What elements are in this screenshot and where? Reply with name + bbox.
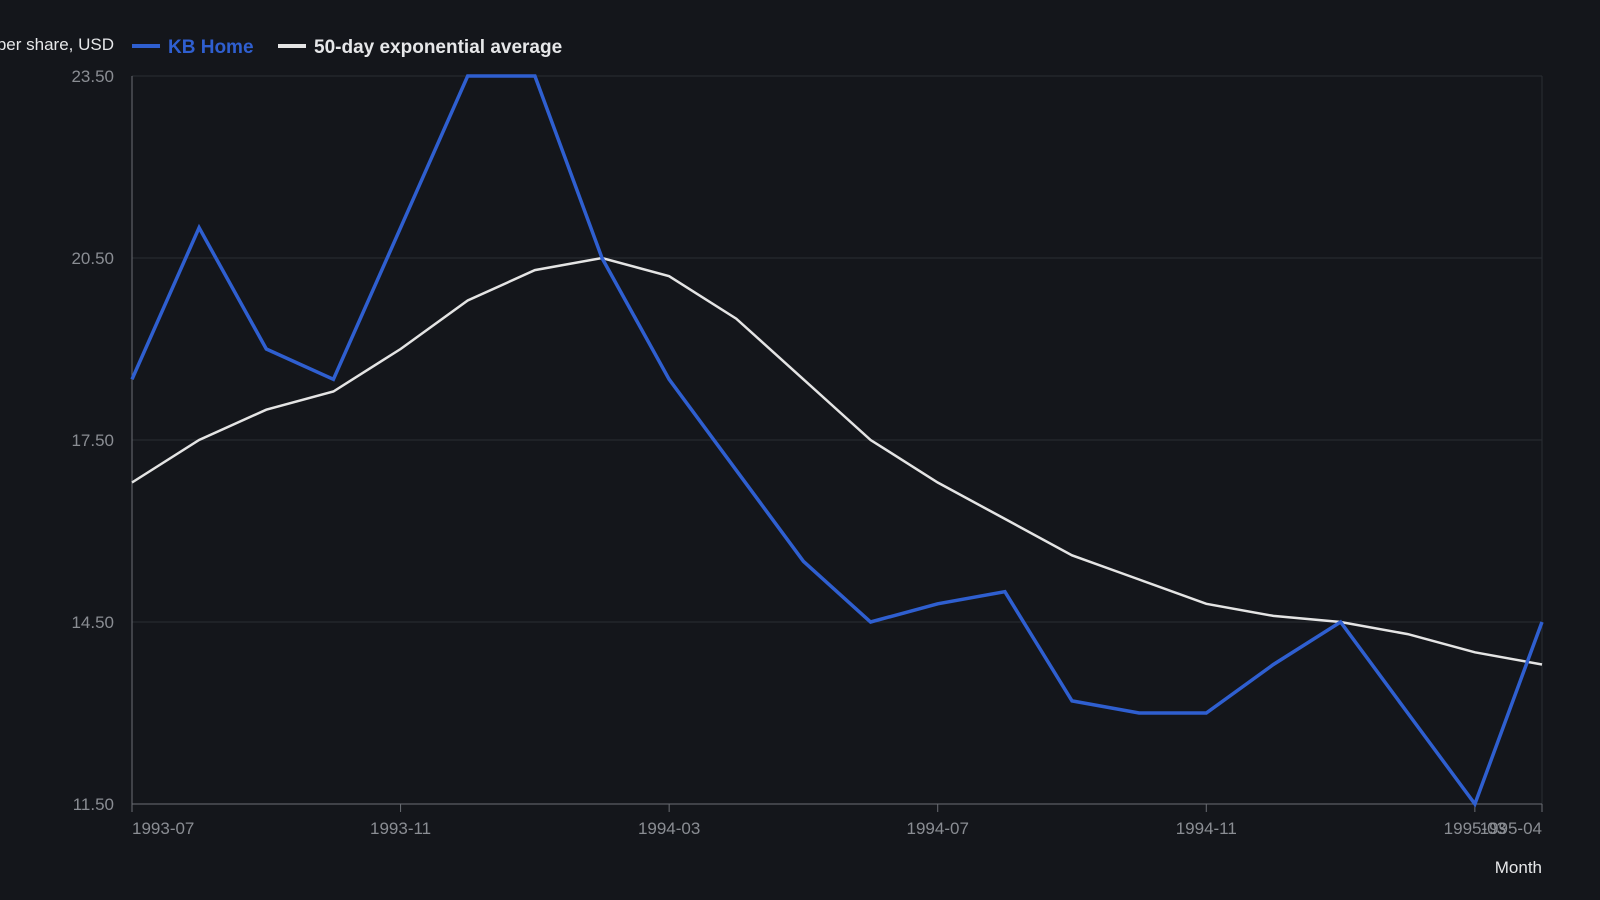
series-line-ema: [131, 256, 1543, 666]
series-line-kb-home: [130, 74, 1544, 808]
legend-item-ema-label: 50-day exponential average: [314, 37, 562, 58]
legend-item-kb-home-label: KB Home: [168, 37, 254, 58]
y-tick-label: 20.50: [71, 249, 114, 268]
x-tick-label: 1994-07: [907, 819, 969, 838]
axis-layer: 11.50 14.50 17.50 20.50 23.50 1993-07 1993-11 1…: [0, 35, 1543, 838]
y-tick-label: 17.50: [71, 431, 114, 450]
grid-layer: [132, 75, 1543, 804]
x-tick-label: 1994-03: [638, 819, 700, 838]
y-tick-label: 14.50: [71, 613, 114, 632]
x-tick-label: 1994-11: [1176, 819, 1237, 838]
x-tick-label: 1995-04: [1480, 819, 1542, 838]
series-layer: [130, 74, 1544, 808]
legend: KB Home 50-day exponential average: [132, 37, 562, 58]
x-tick-label: 1995-03: [1444, 819, 1506, 838]
x-tick-label: 1993-07: [132, 819, 194, 838]
y-tick-label: 23.50: [71, 67, 114, 86]
y-axis-title: Price per share, USD: [0, 35, 114, 54]
x-tick-label: 1993-11: [370, 819, 431, 838]
y-tick-label: 11.50: [73, 795, 114, 814]
x-axis-title: Month: [1495, 858, 1542, 877]
